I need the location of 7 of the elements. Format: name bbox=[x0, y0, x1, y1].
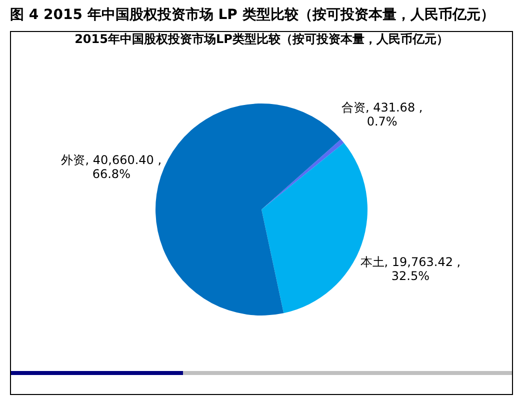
slice-label: 本土, 19,763.42 , 32.5% bbox=[360, 255, 461, 284]
pie-slice bbox=[262, 139, 344, 210]
slice-label: 合资, 431.68 , 0.7% bbox=[341, 100, 423, 128]
chart-title: 图 4 2015 年中国股权投资市场 LP 类型比较（按可投资本量，人民币亿元） bbox=[10, 6, 494, 24]
pie-slice bbox=[156, 104, 341, 316]
slice-label: 外资, 40,660.40 , 66.8% bbox=[61, 153, 162, 182]
chart-subtitle: 2015年中国股权投资市场LP类型比较（按可投资本量，人民币亿元） bbox=[74, 32, 448, 46]
